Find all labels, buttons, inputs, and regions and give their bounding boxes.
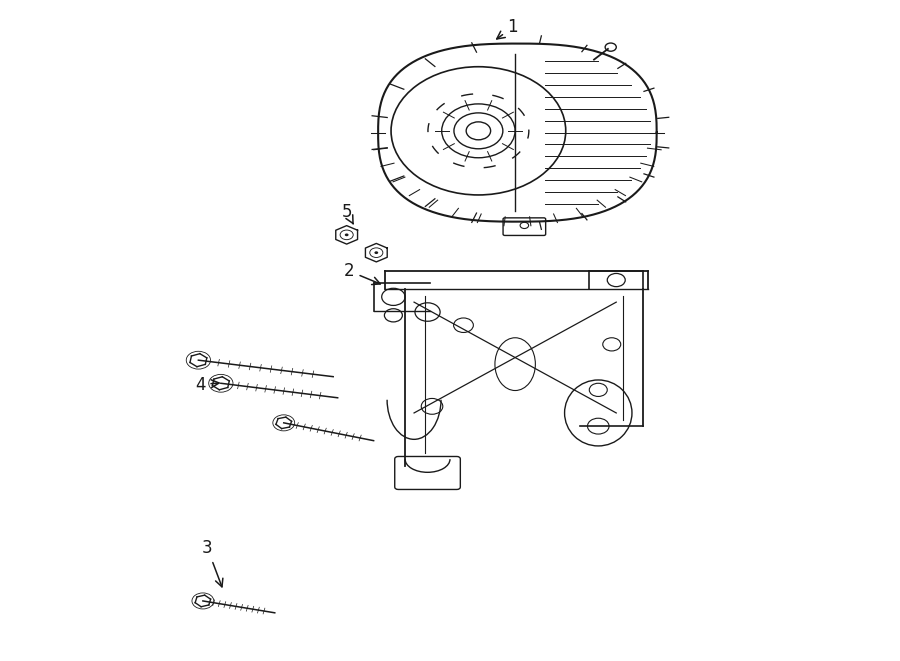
Text: 2: 2 — [344, 262, 381, 284]
Circle shape — [345, 233, 348, 236]
Text: 5: 5 — [341, 203, 354, 224]
Circle shape — [374, 251, 378, 254]
Text: 1: 1 — [497, 18, 518, 39]
Text: 4: 4 — [195, 375, 219, 393]
Text: 3: 3 — [202, 539, 223, 587]
